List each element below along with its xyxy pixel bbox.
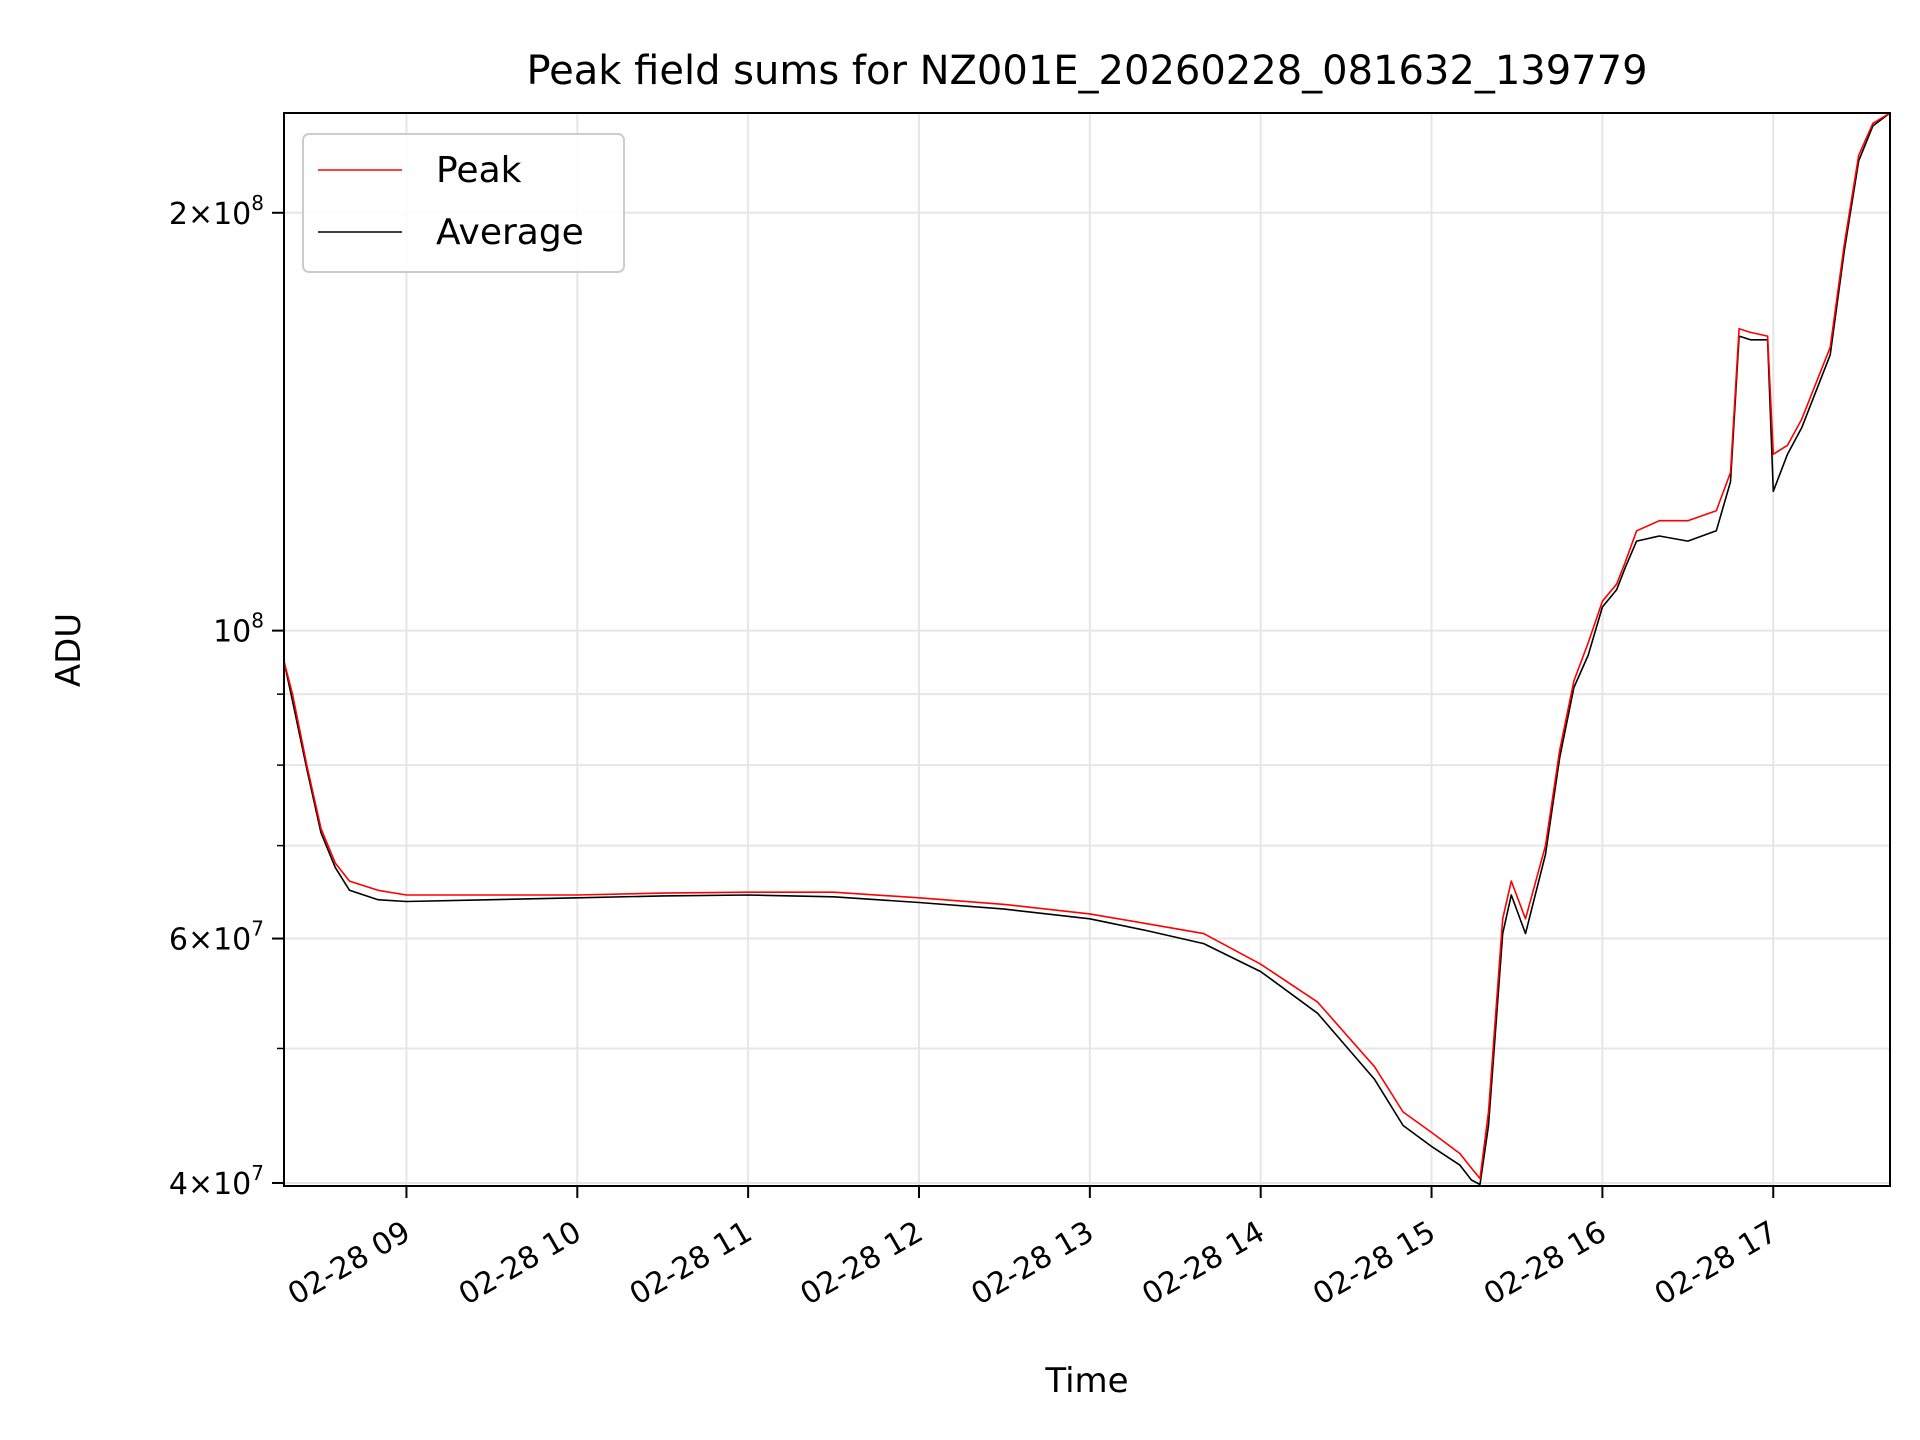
legend-box: [302, 133, 625, 273]
y-tick-label: 2×108: [169, 191, 264, 232]
y-axis: 4×107 6×107 108 2×108: [169, 191, 284, 1202]
y-axis-label: ADU: [49, 613, 89, 687]
plot-lines: [283, 112, 1891, 1186]
plot-frame: [283, 112, 1891, 1187]
y-tick-label: 108: [213, 609, 264, 650]
y-tick-label: 4×107: [169, 1161, 264, 1202]
series-line-average: [283, 112, 1891, 1186]
legend-label-peak: Peak: [436, 150, 522, 191]
series-line-peak: [283, 112, 1891, 1180]
legend-label-average: Average: [436, 212, 584, 253]
y-tick-label: 6×107: [169, 917, 264, 958]
chart-title: Peak field sums for NZ001E_20260228_0816…: [526, 48, 1647, 94]
legend: Peak Average: [302, 133, 625, 273]
x-axis-label: Time: [1044, 1361, 1128, 1401]
grid: [284, 113, 1890, 1186]
